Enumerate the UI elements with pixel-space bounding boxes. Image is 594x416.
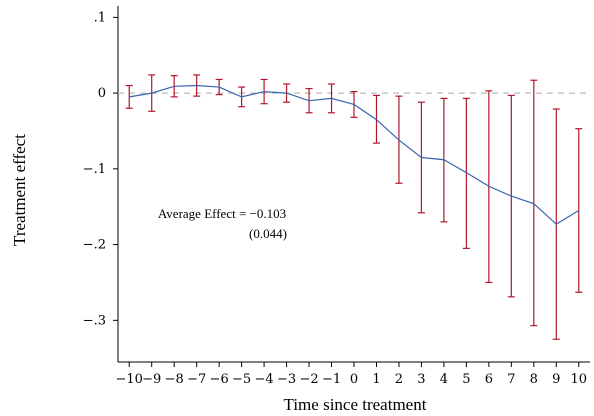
x-tick-label: −3 — [277, 372, 296, 387]
x-tick-label: 5 — [462, 372, 470, 387]
plot-area: .10−.1−.2−.3 −10 −9 −8 −7 −6 −5 −4 −3 −2 −1 0 1 2 3 4 5… — [83, 6, 590, 387]
x-tick-label: −6 — [210, 372, 229, 387]
average-effect-se-label: (0.044) — [249, 226, 287, 241]
y-ticks: .1 0 −.1 −.2 −.3 — [83, 10, 118, 328]
x-tick-label: −7 — [187, 372, 206, 387]
x-tick-label: −1 — [322, 372, 341, 387]
treatment-effect-line — [129, 84, 580, 225]
x-tick-label: −4 — [255, 372, 274, 387]
x-tick-label: 10 — [570, 372, 587, 387]
y-tick-label: .1 — [94, 10, 106, 25]
x-tick-label: 2 — [395, 372, 403, 387]
x-tick-label: −5 — [232, 372, 251, 387]
x-tick-label: −2 — [299, 372, 318, 387]
x-tick-label: 3 — [417, 372, 425, 387]
y-tick-label: −.2 — [83, 238, 106, 253]
x-tick-label: 4 — [440, 372, 448, 387]
y-tick-label: −.3 — [83, 313, 106, 328]
x-tick-label: 0 — [350, 372, 358, 387]
x-tick-label: 6 — [485, 372, 493, 387]
x-tick-label: 8 — [530, 372, 538, 387]
y-tick-label: −.1 — [83, 162, 106, 177]
ci-bar — [530, 79, 538, 327]
x-ticks: −10 −9 −8 −7 −6 −5 −4 −3 −2 −1 0 1 2 3 4 5 6 7 8 9 10 — [116, 362, 587, 387]
x-axis-title: Time since treatment — [284, 395, 427, 414]
x-tick-label: 9 — [552, 372, 560, 387]
x-tick-label: −8 — [165, 372, 184, 387]
y-axis-title: Treatment effect — [10, 134, 29, 246]
y-tick-label: 0 — [98, 86, 106, 101]
ci-bar — [462, 97, 470, 249]
x-tick-label: −10 — [116, 372, 143, 387]
x-tick-label: 1 — [372, 372, 380, 387]
x-tick-label: 7 — [507, 372, 515, 387]
x-tick-label: −9 — [142, 372, 161, 387]
average-effect-label: Average Effect = −0.103 — [158, 206, 286, 221]
